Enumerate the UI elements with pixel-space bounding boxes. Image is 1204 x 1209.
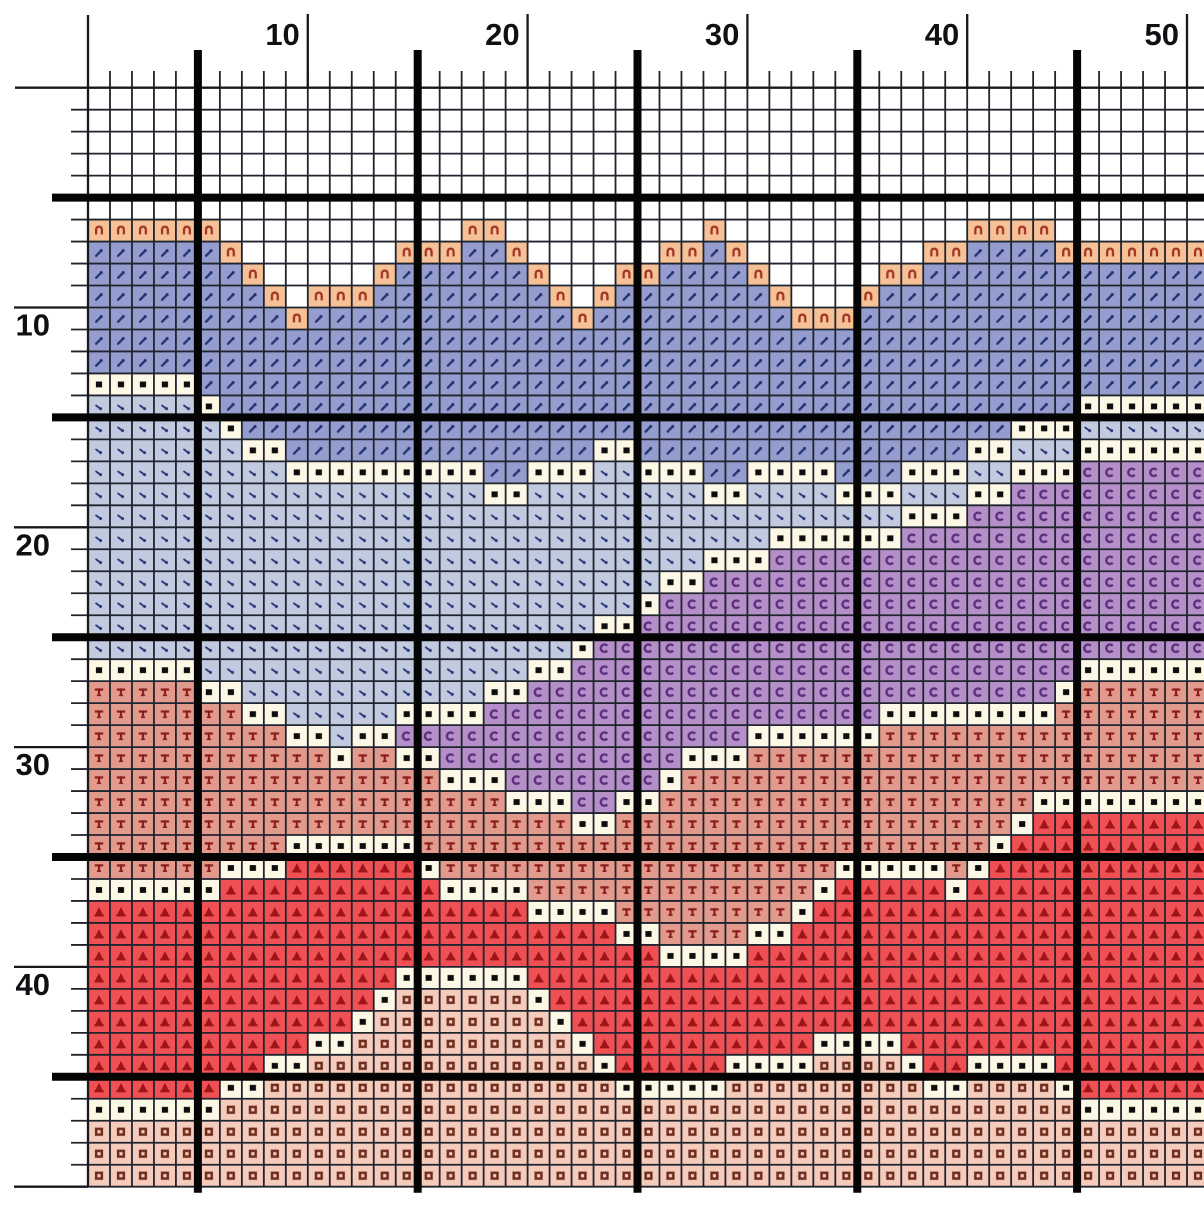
svg-text:20: 20 bbox=[16, 527, 50, 562]
svg-text:30: 30 bbox=[16, 747, 50, 782]
svg-text:40: 40 bbox=[925, 17, 959, 52]
svg-text:40: 40 bbox=[16, 967, 50, 1002]
svg-text:50: 50 bbox=[1145, 17, 1179, 52]
svg-text:20: 20 bbox=[485, 17, 519, 52]
svg-text:10: 10 bbox=[16, 308, 50, 343]
svg-text:30: 30 bbox=[705, 17, 739, 52]
svg-text:10: 10 bbox=[265, 17, 299, 52]
